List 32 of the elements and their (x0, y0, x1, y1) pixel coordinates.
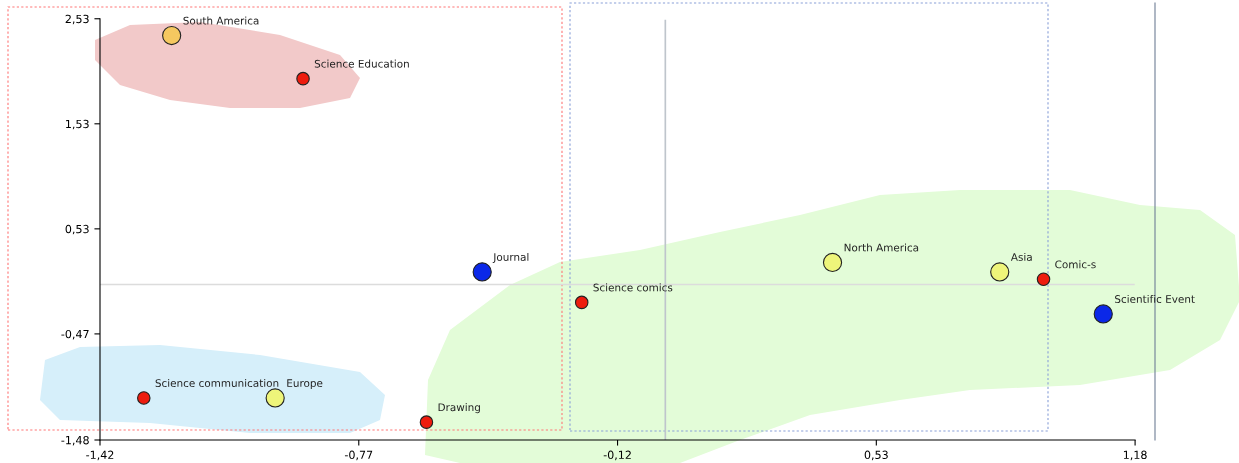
y-tick-label: 2,53 (65, 14, 89, 25)
annotation: Science communication (155, 378, 279, 388)
point (296, 71, 310, 86)
annotation: Drawing (438, 403, 480, 414)
point (162, 25, 182, 46)
point (137, 391, 151, 405)
x-tick-label: -0,12 (603, 450, 631, 461)
point (472, 262, 492, 282)
point (574, 295, 589, 310)
x-tick-label: -0,77 (344, 450, 373, 461)
annotation: Comic-s (1055, 260, 1096, 269)
annotation: Asia (1010, 252, 1032, 261)
y-tick-label: -0,47 (61, 329, 89, 340)
annotation: Science Education (314, 59, 409, 68)
annotation: Europe (287, 379, 323, 390)
point (265, 388, 285, 408)
point (990, 262, 1010, 282)
annotation: Science comics (593, 283, 673, 292)
point (1093, 304, 1113, 324)
annotation: North America (844, 243, 919, 252)
annotation: South America (183, 16, 259, 25)
y-tick-label: -1,48 (61, 435, 89, 446)
y-tick-label: 1,53 (66, 119, 89, 130)
y-tick-label: 0,53 (65, 224, 89, 235)
annotation: Journal (492, 252, 529, 263)
point (822, 252, 843, 273)
x-tick-label: -1,42 (86, 450, 114, 461)
annotation: Scientific Event (1115, 294, 1195, 303)
point (419, 415, 434, 429)
x-tick-label: 0,53 (864, 450, 888, 461)
point (1036, 272, 1051, 287)
x-tick-label: 1,18 (1123, 450, 1147, 461)
